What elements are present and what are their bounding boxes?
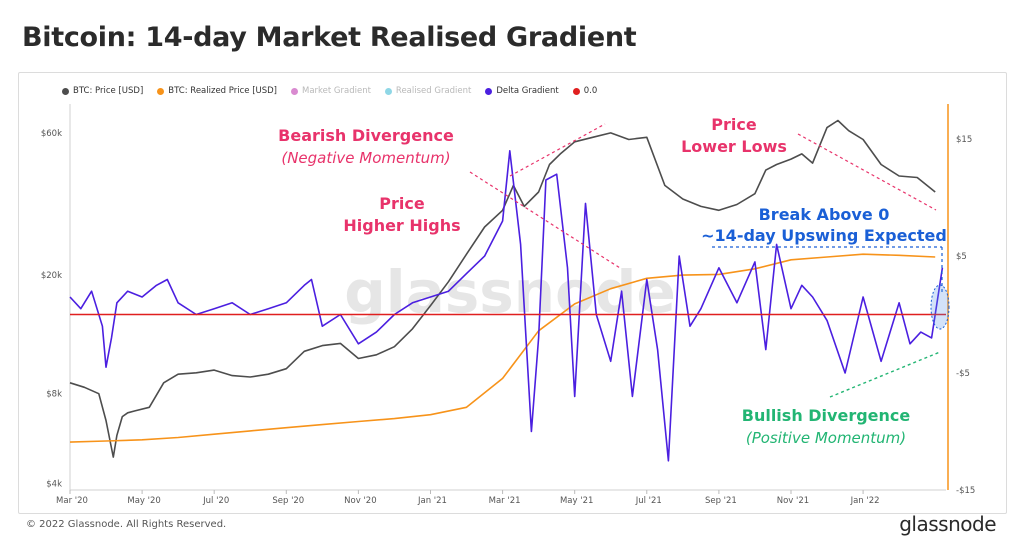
legend-item-price[interactable]: BTC: Price [USD] xyxy=(62,86,143,96)
annotation-bullish-subtitle: (Positive Momentum) xyxy=(746,429,906,447)
legend-label: BTC: Price [USD] xyxy=(73,86,144,96)
legend-dot-zero-line xyxy=(572,87,580,95)
legend-label: Delta Gradient xyxy=(496,86,559,96)
annotation-break-2: ~14-day Upswing Expected xyxy=(701,226,947,245)
y-right-tick-label: -$5 xyxy=(956,369,970,379)
axis-layer: $60k $20k $8k $4k $15 $5 -$5 -$15 Mar '20 May '20… xyxy=(41,104,975,506)
copyright-footer: © 2022 Glassnode. All Rights Reserved. xyxy=(26,519,227,530)
higher-highs-guide-line xyxy=(509,123,606,177)
series-line-delta-gradient xyxy=(69,150,944,462)
x-tick-label: Nov '21 xyxy=(777,496,809,506)
lower-lows-guide-line xyxy=(797,133,937,211)
legend-dot-delta-gradient xyxy=(485,87,493,95)
bullish-guide-line xyxy=(829,351,941,398)
x-tick-label: May '21 xyxy=(560,496,593,506)
y-right-tick-label: $5 xyxy=(956,252,967,262)
legend-dot-market-gradient xyxy=(291,87,298,95)
break-highlight-ellipse xyxy=(930,284,950,330)
legend-label: Realised Gradient xyxy=(395,86,472,96)
y-right-tick-label: -$15 xyxy=(956,486,975,496)
y-left-tick-label: $60k xyxy=(41,129,62,139)
y-left-tick-label: $4k xyxy=(46,479,62,489)
chart-legend: BTC: Price [USD] BTC: Realized Price [US… xyxy=(62,86,597,96)
x-tick-label: Sep '21 xyxy=(705,496,737,506)
annotation-lower-lows-1: Price xyxy=(711,115,757,134)
legend-dot-realised-gradient xyxy=(384,87,392,95)
x-tick-label: Jul '20 xyxy=(202,496,229,506)
legend-label: 0.0 xyxy=(583,86,598,96)
brand-logo: glassnode xyxy=(899,512,996,536)
x-tick-label: May '20 xyxy=(127,496,160,506)
x-tick-label: Jan '22 xyxy=(850,496,880,506)
legend-item-realised-gradient[interactable]: Realised Gradient xyxy=(384,86,472,96)
series-line-btc-realized-price-usd xyxy=(69,253,936,443)
y-right-tick-label: $15 xyxy=(956,135,972,145)
x-tick-label: Jan '21 xyxy=(417,496,447,506)
legend-item-realized-price[interactable]: BTC: Realized Price [USD] xyxy=(157,86,277,96)
x-tick-label: Nov '20 xyxy=(344,496,376,506)
legend-item-delta-gradient[interactable]: Delta Gradient xyxy=(485,86,559,96)
legend-item-market-gradient[interactable]: Market Gradient xyxy=(291,86,371,96)
annotation-higher-highs-2: Higher Highs xyxy=(343,216,460,235)
series-layer xyxy=(69,119,946,462)
y-left-tick-label: $20k xyxy=(41,271,62,281)
y-left-tick-label: $8k xyxy=(46,390,62,400)
x-tick-label: Mar '21 xyxy=(489,496,521,506)
chart-frame xyxy=(18,72,1007,514)
annotation-bearish-title: Bearish Divergence xyxy=(278,126,454,145)
legend-label: BTC: Realized Price [USD] xyxy=(168,86,277,96)
legend-item-zero-line[interactable]: 0.0 xyxy=(572,86,598,96)
x-tick-label: Sep '20 xyxy=(272,496,304,506)
legend-label: Market Gradient xyxy=(302,86,371,96)
annotation-bullish-title: Bullish Divergence xyxy=(742,406,911,425)
series-line-btc-price-usd xyxy=(69,119,936,458)
annotation-break-1: Break Above 0 xyxy=(759,205,890,224)
legend-dot-realized-price xyxy=(157,87,165,95)
annotation-lower-lows-2: Lower Lows xyxy=(681,137,787,156)
annotation-higher-highs-1: Price xyxy=(379,194,425,213)
x-tick-label: Mar '20 xyxy=(56,496,88,506)
legend-dot-price xyxy=(62,87,69,95)
annotation-bearish-subtitle: (Negative Momentum) xyxy=(281,149,450,167)
x-tick-label: Jul '21 xyxy=(635,496,662,506)
page-title: Bitcoin: 14-day Market Realised Gradient xyxy=(22,22,637,53)
